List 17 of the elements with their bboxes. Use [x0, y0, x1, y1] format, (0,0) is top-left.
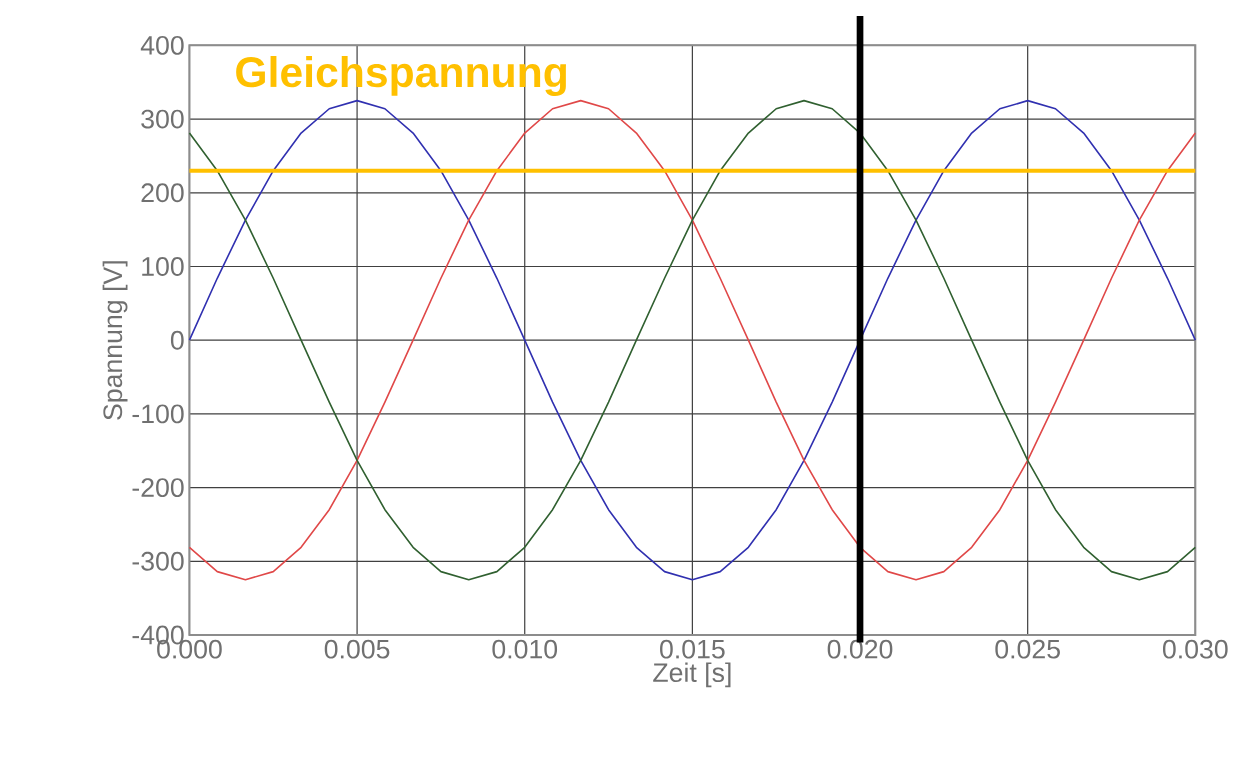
x-tick-label: 0.025 [995, 639, 1060, 659]
x-tick-label: 0.005 [324, 639, 390, 659]
y-tick-label: 100 [142, 257, 184, 277]
y-tick-label: 400 [140, 36, 184, 55]
x-axis-title: Zeit [s] [653, 662, 731, 688]
y-tick-label: -300 [132, 552, 184, 571]
y-tick-label: 0 [170, 330, 184, 350]
x-tick-label: 0.015 [660, 639, 725, 659]
line-series [188, 99, 1197, 581]
y-tick-label: 200 [141, 183, 184, 203]
y-tick-label: -100 [132, 404, 184, 424]
x-tick-label: 0.010 [492, 639, 558, 659]
x-tick-label: 0.030 [1162, 639, 1228, 659]
y-tick-label: -200 [132, 478, 184, 498]
x-tick-label: 0.020 [827, 639, 893, 659]
y-axis-title: Spannung [V] [102, 261, 128, 420]
y-tick-label: 300 [141, 109, 184, 129]
